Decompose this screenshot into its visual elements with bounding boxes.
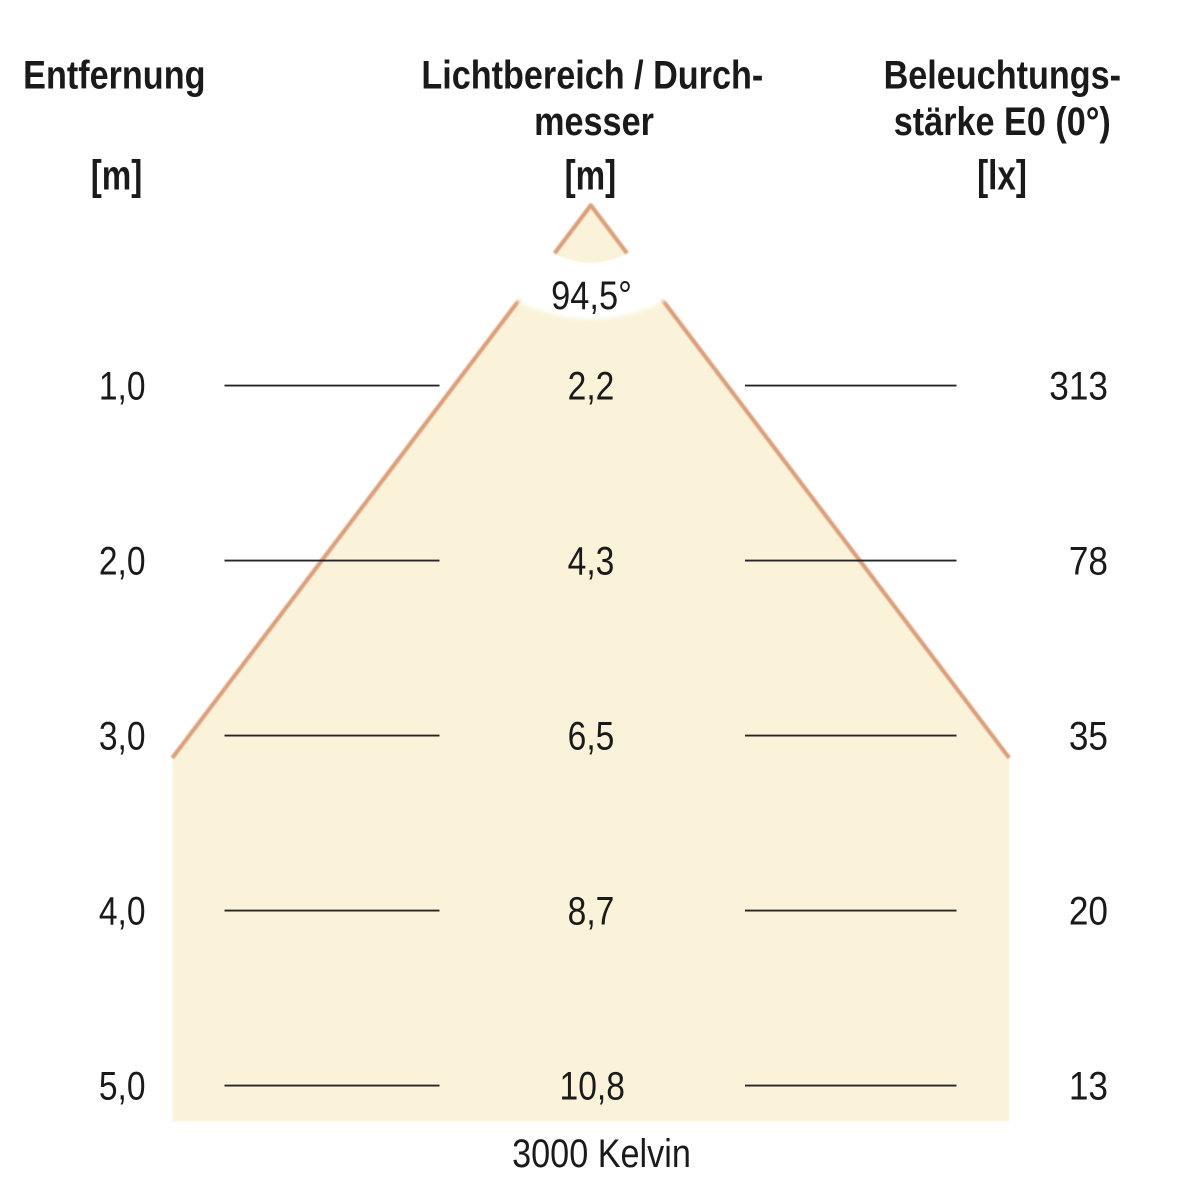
svg-text:94,5°: 94,5° — [551, 273, 632, 318]
svg-text:[m]: [m] — [91, 152, 143, 198]
svg-text:Entfernung: Entfernung — [23, 52, 205, 97]
svg-text:[m]: [m] — [565, 152, 617, 198]
svg-text:20: 20 — [1069, 888, 1108, 933]
svg-text:35: 35 — [1069, 713, 1108, 758]
svg-text:4,3: 4,3 — [568, 539, 615, 583]
svg-text:8,7: 8,7 — [568, 889, 615, 933]
svg-text:1,0: 1,0 — [99, 364, 146, 408]
svg-text:78: 78 — [1069, 538, 1108, 583]
svg-text:stärke E0 (0°): stärke E0 (0°) — [894, 98, 1111, 143]
svg-text:messer: messer — [534, 98, 654, 143]
svg-text:4,0: 4,0 — [99, 889, 146, 933]
svg-text:3,0: 3,0 — [99, 714, 146, 758]
svg-text:13: 13 — [1069, 1063, 1108, 1108]
svg-text:2,2: 2,2 — [568, 364, 615, 408]
svg-text:Lichtbereich / Durch-: Lichtbereich / Durch- — [421, 52, 763, 97]
svg-text:313: 313 — [1049, 363, 1108, 408]
svg-text:2,0: 2,0 — [99, 539, 146, 583]
svg-text:6,5: 6,5 — [568, 714, 615, 758]
svg-text:5,0: 5,0 — [99, 1064, 146, 1108]
svg-text:3000 Kelvin: 3000 Kelvin — [512, 1130, 691, 1175]
svg-text:[lx]: [lx] — [977, 152, 1027, 198]
svg-text:10,8: 10,8 — [560, 1064, 625, 1108]
svg-text:Beleuchtungs-: Beleuchtungs- — [884, 52, 1121, 97]
